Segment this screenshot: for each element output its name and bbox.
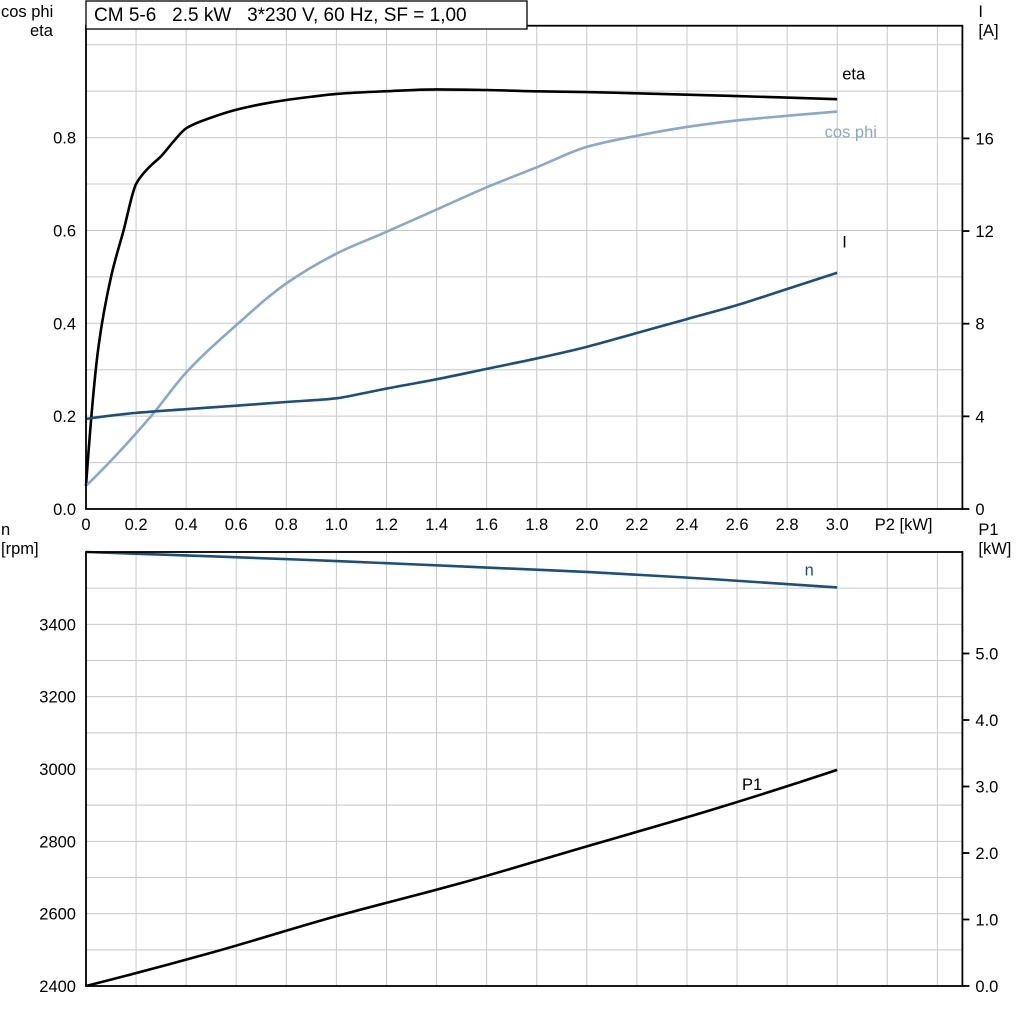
svg-text:0.8: 0.8 — [53, 130, 76, 148]
svg-text:0.6: 0.6 — [225, 516, 248, 534]
svg-text:0.4: 0.4 — [53, 315, 76, 333]
svg-text:n: n — [1, 521, 10, 539]
svg-text:2.0: 2.0 — [575, 516, 598, 534]
svg-text:CM 5-6 2.5 kW 3*230 V, 60: CM 5-6 2.5 kW 3*230 V, 60 Hz, SF = 1,00 — [94, 5, 467, 26]
svg-text:2600: 2600 — [39, 906, 76, 924]
svg-text:I: I — [978, 3, 983, 21]
svg-text:2.2: 2.2 — [625, 516, 648, 534]
svg-text:P2 [kW]: P2 [kW] — [875, 516, 933, 534]
svg-text:P1: P1 — [742, 776, 762, 794]
svg-text:3000: 3000 — [39, 761, 76, 779]
svg-text:2.4: 2.4 — [675, 516, 698, 534]
svg-text:2400: 2400 — [39, 978, 76, 996]
svg-text:1.2: 1.2 — [375, 516, 398, 534]
svg-text:8: 8 — [975, 316, 984, 334]
svg-text:1.0: 1.0 — [975, 912, 998, 930]
svg-text:[A]: [A] — [978, 22, 998, 40]
svg-text:0.2: 0.2 — [125, 516, 148, 534]
svg-text:1.4: 1.4 — [425, 516, 448, 534]
svg-text:1.8: 1.8 — [525, 516, 548, 534]
svg-text:0.8: 0.8 — [275, 516, 298, 534]
svg-text:2.8: 2.8 — [776, 516, 799, 534]
svg-text:3.0: 3.0 — [975, 779, 998, 797]
svg-text:0: 0 — [81, 516, 90, 534]
svg-text:3200: 3200 — [39, 689, 76, 707]
svg-text:2.6: 2.6 — [726, 516, 749, 534]
svg-text:cos phi: cos phi — [1, 3, 53, 21]
svg-text:2800: 2800 — [39, 833, 76, 851]
svg-text:0.0: 0.0 — [975, 978, 998, 996]
svg-text:4: 4 — [975, 408, 984, 426]
svg-text:0.4: 0.4 — [175, 516, 198, 534]
svg-text:eta: eta — [30, 22, 54, 40]
svg-text:I: I — [842, 233, 847, 251]
svg-text:P1: P1 — [978, 521, 998, 539]
svg-text:n: n — [805, 562, 814, 580]
svg-text:3400: 3400 — [39, 616, 76, 634]
svg-text:5.0: 5.0 — [975, 646, 998, 664]
svg-text:0.2: 0.2 — [53, 408, 76, 426]
svg-text:[kW]: [kW] — [978, 540, 1011, 558]
svg-text:1.0: 1.0 — [325, 516, 348, 534]
svg-text:[rpm]: [rpm] — [1, 540, 39, 558]
svg-text:0.0: 0.0 — [53, 501, 76, 519]
svg-text:16: 16 — [975, 130, 993, 148]
svg-text:0.6: 0.6 — [53, 222, 76, 240]
svg-text:cos phi: cos phi — [825, 124, 877, 142]
svg-text:eta: eta — [842, 66, 866, 84]
svg-text:1.6: 1.6 — [475, 516, 498, 534]
svg-text:4.0: 4.0 — [975, 712, 998, 730]
svg-text:12: 12 — [975, 223, 993, 241]
svg-text:0: 0 — [975, 501, 984, 519]
svg-text:3.0: 3.0 — [826, 516, 849, 534]
svg-text:2.0: 2.0 — [975, 845, 998, 863]
